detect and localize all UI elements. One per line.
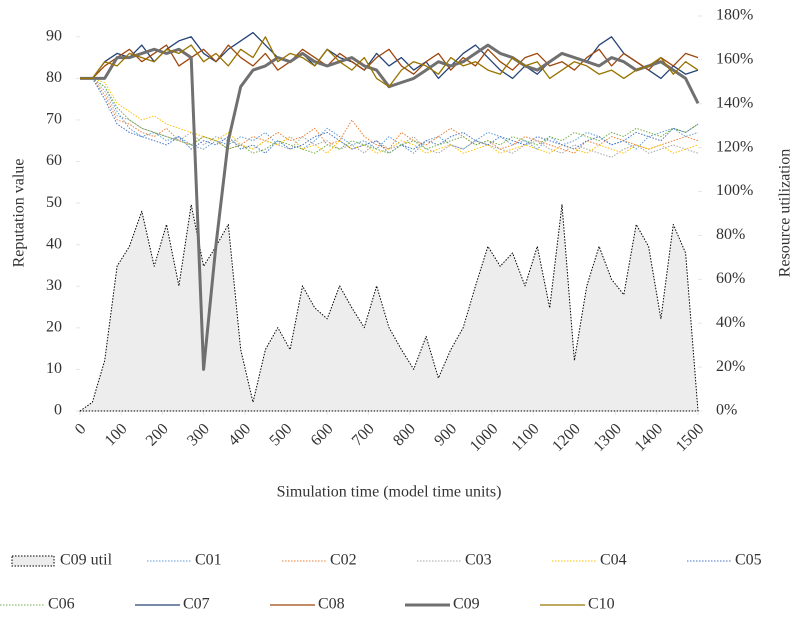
line	[80, 77, 699, 154]
y-tick-label: 10	[46, 360, 62, 377]
x-tick-label: 1500	[673, 420, 708, 455]
y2-tick-label: 80%	[716, 226, 745, 243]
y-tick-label: 90	[46, 27, 62, 44]
y2-tick-label: 140%	[716, 94, 753, 111]
legend-label: C09	[453, 596, 480, 613]
line	[80, 77, 699, 154]
legend-label: C06	[48, 596, 75, 613]
y2-tick-label: 20%	[716, 358, 745, 375]
legend-label: C07	[183, 596, 210, 613]
line	[80, 77, 699, 154]
y-tick-label: 30	[46, 277, 62, 294]
legend-label: C08	[318, 596, 345, 613]
y2-tick-label: 120%	[716, 138, 753, 155]
legend-label: C01	[195, 552, 222, 569]
x-tick-label: 800	[390, 420, 419, 449]
y-tick-label: 70	[46, 111, 62, 128]
legend-label: C09 util	[60, 552, 113, 569]
x-tick-label: 900	[431, 420, 460, 449]
x-tick-label: 1400	[632, 420, 667, 455]
x-tick-label: 700	[349, 420, 378, 449]
legend-label: C04	[600, 552, 627, 569]
y2-tick-label: 160%	[716, 51, 753, 68]
x-tick-label: 400	[225, 420, 254, 449]
y-tick-label: 50	[46, 194, 62, 211]
line	[80, 31, 699, 80]
x-tick-label: 1000	[467, 420, 502, 455]
y-tick-label: 40	[46, 235, 62, 252]
y-tick-label: 0	[54, 402, 62, 419]
y2-tick-label: 0%	[716, 402, 737, 419]
line	[80, 77, 699, 154]
line	[80, 36, 699, 88]
x-tick-label: 1200	[549, 420, 584, 455]
x-tick-label: 1100	[508, 420, 542, 454]
y-tick-label: 80	[46, 69, 62, 86]
line	[80, 44, 699, 80]
x-tick-label: 600	[308, 420, 337, 449]
y2-tick-label: 180%	[716, 7, 753, 24]
line	[80, 77, 699, 158]
legend-label: C02	[330, 552, 357, 569]
x-tick-label: 1300	[590, 420, 625, 455]
legend-label: C10	[588, 596, 615, 613]
area	[79, 204, 699, 412]
y-tick-label: 20	[46, 319, 62, 336]
x-tick-label: 100	[102, 420, 131, 449]
y2-axis-title: Resource utilization	[777, 149, 794, 277]
x-tick-label: 500	[266, 420, 295, 449]
y-tick-label: 60	[46, 152, 62, 169]
y-axis-title: Reputation value	[11, 159, 28, 268]
x-tick-label: 0	[72, 420, 90, 438]
y2-tick-label: 100%	[716, 182, 753, 199]
legend-swatch	[11, 555, 55, 567]
line	[80, 77, 699, 154]
x-tick-label: 200	[143, 420, 172, 449]
x-tick-label: 300	[184, 420, 213, 449]
y2-tick-label: 60%	[716, 270, 745, 287]
x-axis-title: Simulation time (model time units)	[277, 484, 502, 501]
legend-label: C03	[465, 552, 492, 569]
y2-tick-label: 40%	[716, 314, 745, 331]
legend-label: C05	[735, 552, 762, 569]
